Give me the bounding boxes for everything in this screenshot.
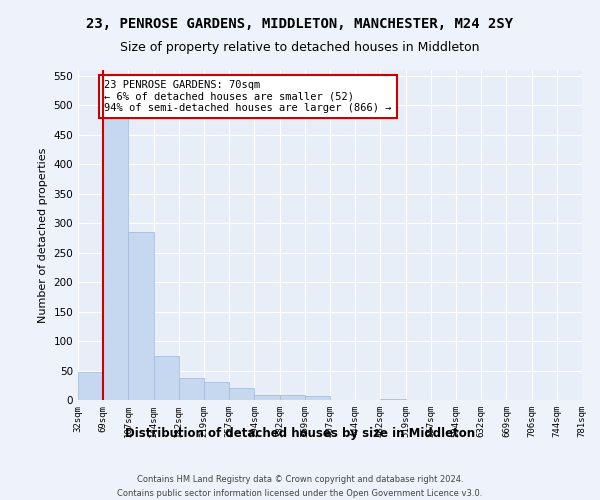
Text: 23, PENROSE GARDENS, MIDDLETON, MANCHESTER, M24 2SY: 23, PENROSE GARDENS, MIDDLETON, MANCHEST…	[86, 18, 514, 32]
Bar	[78, 372, 103, 400]
Bar	[254, 396, 280, 400]
Text: Contains HM Land Registry data © Crown copyright and database right 2024.: Contains HM Land Registry data © Crown c…	[137, 475, 463, 484]
Bar	[204, 382, 229, 400]
Text: Size of property relative to detached houses in Middleton: Size of property relative to detached ho…	[120, 41, 480, 54]
Text: 23 PENROSE GARDENS: 70sqm
← 6% of detached houses are smaller (52)
94% of semi-d: 23 PENROSE GARDENS: 70sqm ← 6% of detach…	[104, 80, 392, 113]
Bar	[305, 396, 330, 400]
Bar	[280, 396, 305, 400]
Bar	[103, 94, 128, 400]
Bar	[179, 378, 204, 400]
Bar	[229, 388, 254, 400]
Bar	[128, 232, 154, 400]
Text: Distribution of detached houses by size in Middleton: Distribution of detached houses by size …	[125, 428, 475, 440]
Y-axis label: Number of detached properties: Number of detached properties	[38, 148, 48, 322]
Text: Contains public sector information licensed under the Open Government Licence v3: Contains public sector information licen…	[118, 489, 482, 498]
Bar	[154, 356, 179, 400]
